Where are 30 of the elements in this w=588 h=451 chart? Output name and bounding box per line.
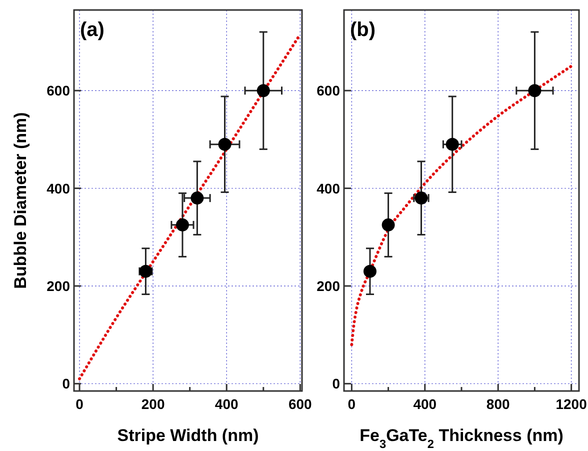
line-series <box>350 64 573 346</box>
point <box>363 264 376 278</box>
x-tick-label: 0 <box>348 396 356 412</box>
point <box>190 192 204 205</box>
point <box>446 138 459 151</box>
x-tick-label: 200 <box>141 396 165 412</box>
x-tick-label: 600 <box>288 396 312 412</box>
point <box>218 138 232 151</box>
x-axis-title: Stripe Width (nm) <box>117 426 259 445</box>
y-tick-label: 600 <box>46 82 70 99</box>
y-tick-label: 400 <box>316 180 340 196</box>
x-tick-label: 400 <box>413 396 437 412</box>
point <box>382 218 395 232</box>
x-axis-title: Fe$_{3}$GaTe$_{2}$ Thickness (nm) <box>360 426 564 451</box>
text: (a) <box>80 19 104 41</box>
y-tick-label: 0 <box>332 376 340 392</box>
y-tick-label: 600 <box>316 82 340 99</box>
y-tick-label: 400 <box>46 180 70 196</box>
x-tick-label: 1200 <box>556 396 588 412</box>
point <box>256 84 270 98</box>
text: (b) <box>350 19 376 41</box>
x-tick-label: 0 <box>76 396 84 412</box>
y-tick-label: 0 <box>62 376 70 392</box>
y-tick-label: 200 <box>46 278 70 294</box>
y-axis-title: Bubble Diameter (nm) <box>11 112 30 289</box>
y-tick-label: 200 <box>316 278 340 294</box>
x-tick-label: 400 <box>214 396 239 412</box>
point <box>528 84 542 98</box>
x-tick-label: 800 <box>486 396 510 412</box>
point <box>176 218 189 232</box>
